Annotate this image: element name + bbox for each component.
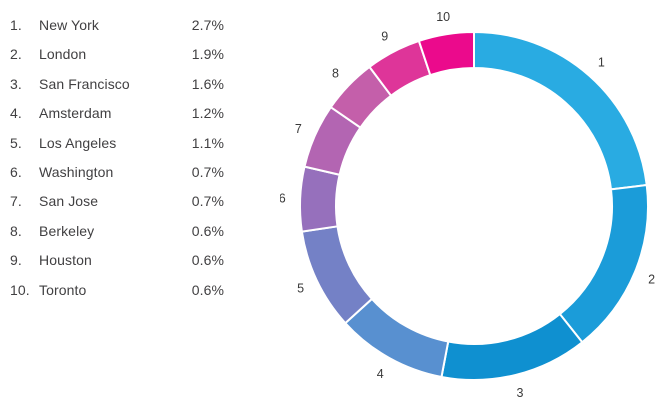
legend-city-label: Houston xyxy=(39,252,92,269)
legend-row: 2. London 1.9% xyxy=(10,46,224,75)
segment-number-label: 9 xyxy=(381,29,388,43)
legend-city-label: Amsterdam xyxy=(39,105,112,122)
legend-city-label: Los Angeles xyxy=(39,134,117,151)
legend-value: 2.7% xyxy=(191,17,224,33)
segment-number-label: 2 xyxy=(648,272,655,286)
legend-rank: 10. xyxy=(10,281,30,298)
legend-rank: 7. xyxy=(10,193,22,210)
legend-row: 5. Los Angeles 1.1% xyxy=(10,135,224,164)
legend-city-label: London xyxy=(39,46,87,63)
segment-number-label: 8 xyxy=(332,66,339,80)
segment-number-label: 7 xyxy=(295,122,302,136)
legend-rank: 1. xyxy=(10,17,22,33)
legend-value: 1.9% xyxy=(191,46,224,63)
city-ranking-legend: 1. New York 2.7% 2. London 1.9% 3. San Francisc… xyxy=(10,17,224,311)
legend-value: 0.7% xyxy=(191,163,224,180)
legend-row: 8. Berkeley 0.6% xyxy=(10,223,224,252)
legend-value: 0.6% xyxy=(191,281,224,298)
legend-rank: 3. xyxy=(10,75,22,92)
legend-value: 0.7% xyxy=(191,193,224,210)
legend-rank: 5. xyxy=(10,134,22,151)
legend-row: 10. Toronto 0.6% xyxy=(10,282,224,311)
legend-row: 1. New York 2.7% xyxy=(10,17,224,46)
legend-row: 6. Washington 0.7% xyxy=(10,164,224,193)
legend-row: 9. Houston 0.6% xyxy=(10,252,224,281)
donut-segment-3[interactable] xyxy=(440,312,584,382)
legend-value: 1.6% xyxy=(191,75,224,92)
donut-segment-4[interactable] xyxy=(343,297,450,379)
donut-segment-5[interactable] xyxy=(300,225,374,325)
legend-city-label: Washington xyxy=(39,163,114,180)
legend-row: 4. Amsterdam 1.2% xyxy=(10,105,224,134)
legend-value: 1.1% xyxy=(191,134,224,151)
legend-rank: 9. xyxy=(10,252,22,269)
donut-chart-svg: 1 2 3 4 5 6 7 8 9 10 xyxy=(279,10,655,400)
legend-city-label: Berkeley xyxy=(39,222,95,239)
legend-city-label: San Francisco xyxy=(39,75,130,92)
legend-city-label: Toronto xyxy=(39,281,87,298)
legend-city-label: San Jose xyxy=(39,193,99,210)
legend-rank: 8. xyxy=(10,222,22,239)
legend-city-label: New York xyxy=(39,17,99,33)
segment-number-label: 6 xyxy=(280,192,286,206)
legend-value: 1.2% xyxy=(191,105,224,122)
legend-row: 3. San Francisco 1.6% xyxy=(10,76,224,105)
segment-number-label: 4 xyxy=(377,367,384,381)
legend-value: 0.6% xyxy=(191,222,224,239)
donut-segment-1[interactable] xyxy=(473,30,648,191)
legend-row: 7. San Jose 0.7% xyxy=(10,193,224,222)
legend-rank: 2. xyxy=(10,46,22,63)
segment-number-label: 3 xyxy=(516,386,523,400)
legend-rank: 4. xyxy=(10,105,22,122)
segment-number-label: 1 xyxy=(598,56,605,70)
segment-number-label: 10 xyxy=(436,10,450,24)
legend-rank: 6. xyxy=(10,163,22,180)
segment-number-label: 5 xyxy=(297,282,304,296)
donut-chart-container: 1 2 3 4 5 6 7 8 9 10 xyxy=(279,0,670,401)
donut-segment-6[interactable] xyxy=(299,165,341,233)
donut-segment-10[interactable] xyxy=(417,30,475,77)
legend-value: 0.6% xyxy=(191,252,224,269)
donut-segment-2[interactable] xyxy=(558,183,649,344)
